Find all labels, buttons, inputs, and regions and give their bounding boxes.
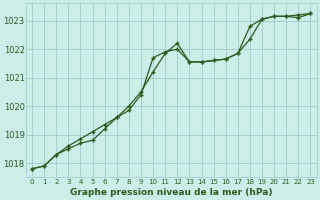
X-axis label: Graphe pression niveau de la mer (hPa): Graphe pression niveau de la mer (hPa) (70, 188, 273, 197)
